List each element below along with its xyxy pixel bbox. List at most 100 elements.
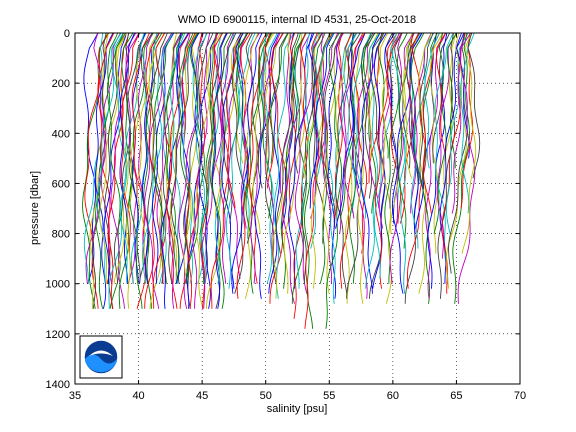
noaa-logo-bird	[89, 350, 113, 356]
profile-line	[257, 32, 273, 219]
profile-line	[236, 32, 251, 299]
profile-line	[154, 32, 174, 284]
profile-line	[152, 32, 173, 309]
profile-line	[314, 32, 335, 174]
profile-line	[461, 32, 477, 254]
profile-line	[215, 32, 243, 219]
x-tick-labels: 35 40 45 50 55 60 65 70	[69, 390, 526, 402]
profile-line	[404, 32, 420, 304]
y-tick-label: 200	[52, 78, 70, 90]
profile-line	[439, 32, 465, 284]
profile-line	[276, 32, 299, 254]
x-tick-label: 60	[387, 390, 399, 402]
profile-line	[435, 32, 447, 159]
x-tick-label: 70	[514, 390, 526, 402]
profile-line	[245, 32, 259, 244]
profile-line	[414, 32, 432, 169]
y-tick-label: 600	[52, 178, 70, 190]
profile-line	[346, 32, 362, 299]
profile-line	[113, 32, 129, 284]
profile-line	[403, 32, 417, 214]
profile-line	[200, 32, 222, 284]
profile-line	[319, 32, 334, 204]
profile-line	[263, 32, 281, 264]
profile-line	[142, 32, 160, 284]
profile-line	[201, 32, 223, 309]
profile-line	[211, 32, 228, 309]
x-tick-label: 35	[69, 390, 81, 402]
profile-line	[447, 32, 457, 169]
profile-line	[389, 32, 404, 284]
profile-line	[262, 32, 278, 284]
noaa-logo	[79, 335, 123, 379]
noaa-logo-wave	[85, 354, 117, 373]
profile-line	[292, 32, 307, 174]
profile-line	[152, 32, 175, 284]
profile-line	[335, 32, 354, 229]
profile-line	[94, 32, 114, 309]
profile-line	[180, 32, 197, 284]
profile-line	[97, 32, 115, 284]
profile-line	[324, 32, 342, 229]
profile-line	[230, 32, 244, 164]
profile-line	[238, 32, 256, 239]
profile-line	[192, 32, 208, 284]
profile-line	[249, 32, 267, 284]
profile-line	[446, 32, 469, 234]
profile-line	[83, 32, 105, 284]
profile-line	[269, 32, 287, 304]
profile-line	[209, 32, 227, 309]
profile-line	[457, 32, 476, 304]
plot-area-frame	[74, 32, 521, 385]
profile-line	[391, 32, 421, 294]
profile-line	[433, 32, 447, 234]
profile-line	[437, 32, 456, 299]
profile-line	[422, 32, 440, 214]
profile-line	[125, 32, 146, 309]
profile-line	[424, 32, 440, 169]
profile-line	[270, 32, 289, 164]
profile-line	[394, 32, 411, 169]
profile-line	[369, 32, 389, 159]
y-tick-label: 400	[52, 128, 70, 140]
x-tick-label: 45	[196, 390, 208, 402]
profile-line	[119, 32, 135, 284]
profile-line	[244, 32, 259, 299]
profile-line	[377, 32, 389, 159]
profile-line	[325, 32, 343, 329]
profile-line	[264, 32, 275, 189]
profile-line	[264, 32, 283, 179]
profile-series-group	[82, 32, 481, 329]
profile-line	[232, 32, 248, 294]
profile-line	[110, 32, 137, 309]
profile-line	[419, 32, 434, 214]
profile-line	[432, 32, 451, 164]
profile-line	[159, 32, 174, 284]
chart-title: WMO ID 6900115, internal ID 4531, 25-Oct…	[178, 14, 416, 26]
profile-line	[107, 32, 125, 309]
axis-ticks	[74, 32, 521, 385]
profile-line	[343, 32, 358, 214]
profile-line	[350, 32, 366, 189]
y-axis-label: pressure [dbar]	[29, 171, 41, 245]
profile-line	[199, 32, 217, 284]
profile-line	[225, 32, 243, 209]
grid-lines	[75, 33, 520, 384]
profile-line	[231, 32, 249, 294]
profile-line	[257, 32, 272, 189]
y-tick-label: 1400	[46, 379, 70, 391]
profile-line	[129, 32, 154, 309]
profile-line	[310, 32, 327, 219]
y-tick-label: 1000	[46, 279, 70, 291]
profile-line	[169, 32, 196, 284]
profile-line	[378, 32, 401, 229]
profile-line	[460, 32, 475, 214]
profile-line	[363, 32, 377, 214]
profile-line	[166, 32, 190, 309]
profile-line	[310, 32, 322, 249]
profile-line	[374, 32, 398, 289]
profile-line	[160, 32, 182, 309]
profile-line	[225, 32, 247, 289]
profile-line	[108, 32, 128, 309]
